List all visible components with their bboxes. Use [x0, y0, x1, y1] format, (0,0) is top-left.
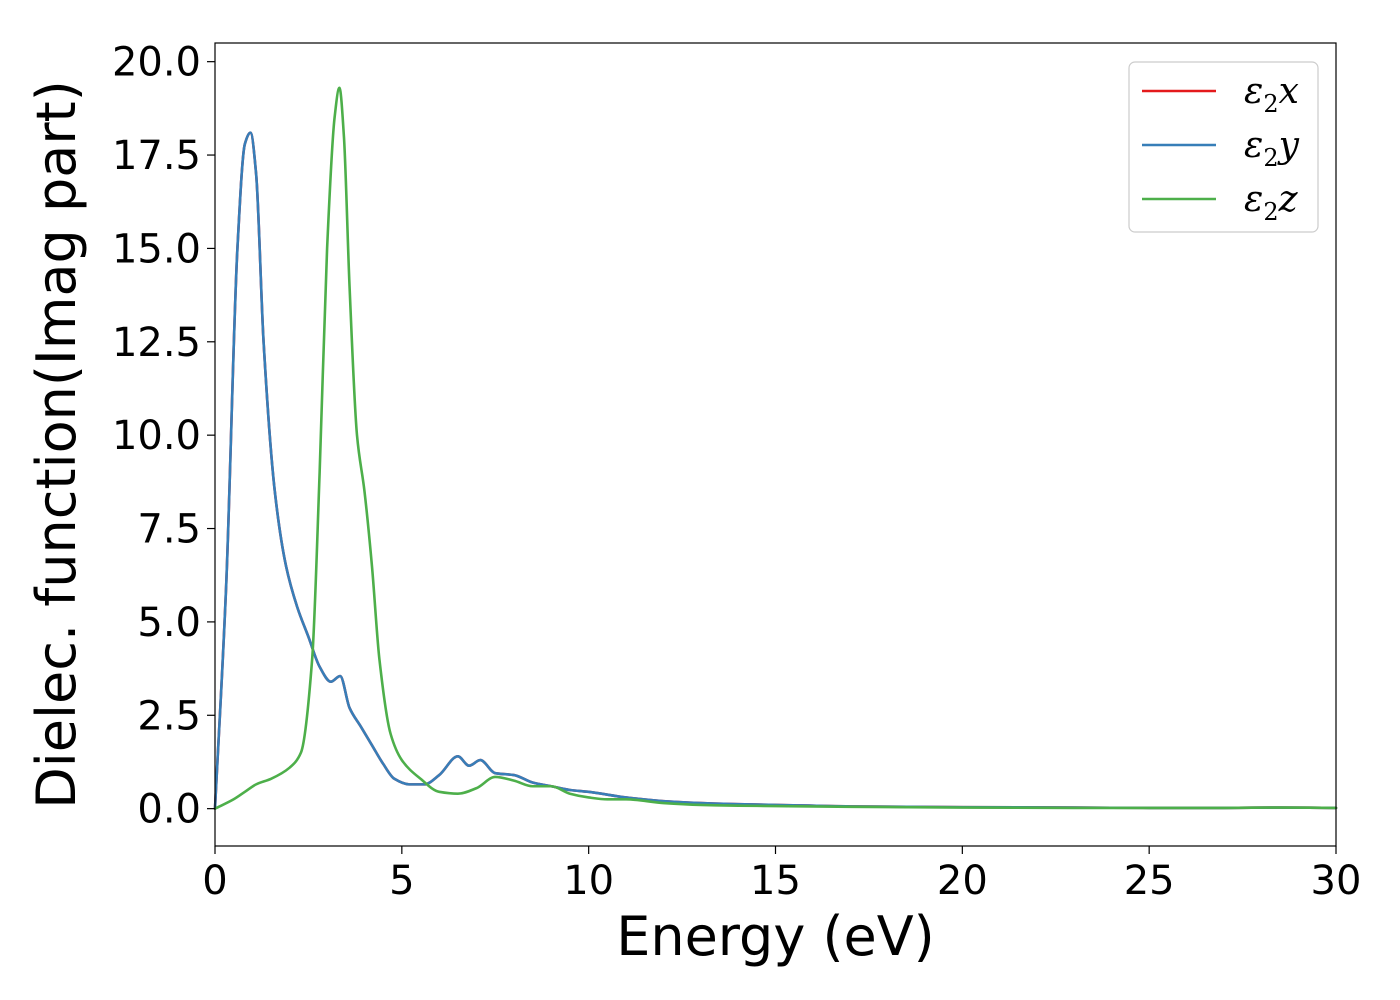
x-axis-title: Energy (eV) — [616, 905, 935, 968]
legend-symbol: ε — [1244, 71, 1263, 112]
legend-subscript: 2 — [1263, 90, 1278, 118]
legend-label-x: ε2x — [1244, 71, 1299, 118]
x-tick-label: 25 — [1124, 858, 1175, 904]
y-tick-label: 2.5 — [137, 693, 201, 739]
legend-label-y: ε2y — [1244, 125, 1300, 172]
legend-subscript: 2 — [1263, 198, 1278, 226]
legend-variable: z — [1278, 179, 1299, 220]
legend-label-z: ε2z — [1244, 179, 1299, 226]
x-tick-label: 30 — [1311, 858, 1362, 904]
legend-variable: y — [1277, 125, 1300, 166]
y-tick-label: 7.5 — [137, 507, 201, 553]
y-tick-label: 10.0 — [112, 413, 201, 459]
legend-variable: x — [1279, 71, 1299, 112]
legend-box — [1128, 61, 1319, 233]
y-tick-label: 5.0 — [137, 600, 201, 646]
y-tick-label: 20.0 — [112, 40, 201, 86]
legend-symbol: ε — [1244, 125, 1263, 166]
legend-symbol: ε — [1244, 179, 1263, 220]
x-tick-label: 15 — [750, 858, 801, 904]
y-tick-label: 0.0 — [137, 787, 201, 833]
y-axis: 0.0 2.5 5.0 7.5 10.0 12.5 15.0 17.5 20.0 — [112, 40, 215, 833]
y-tick-label: 15.0 — [112, 226, 201, 272]
series-line-z — [213, 86, 1338, 810]
series-layer — [213, 86, 1338, 810]
x-tick-label: 20 — [937, 858, 988, 904]
y-axis-title: Dielec. function(Imag part) — [25, 80, 88, 809]
x-tick-label: 0 — [202, 858, 227, 904]
x-tick-label: 5 — [389, 858, 414, 904]
x-tick-label: 10 — [563, 858, 614, 904]
legend-subscript: 2 — [1263, 144, 1278, 172]
y-tick-label: 12.5 — [112, 320, 201, 366]
y-tick-label: 17.5 — [112, 133, 201, 179]
x-axis: 0 5 10 15 20 25 30 — [202, 846, 1361, 904]
